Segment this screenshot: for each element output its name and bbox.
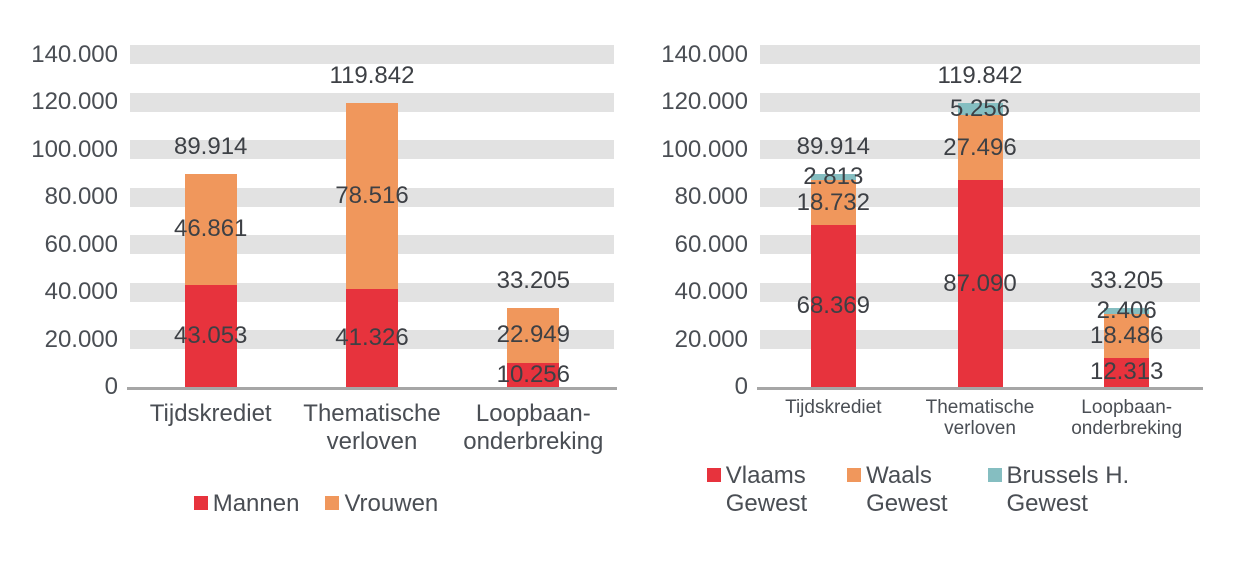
y-axis-tick-label: 140.000 (661, 40, 748, 68)
bar-segment-label: 41.326 (335, 324, 409, 351)
x-axis-category-label: Thematische verloven (303, 400, 441, 455)
brussels-h-gewest-legend-swatch (987, 468, 1002, 482)
bar-total-label: 89.914 (173, 132, 248, 160)
legend: Mannen Vrouwen (16, 490, 616, 518)
bar-segment-label: 68.369 (796, 291, 870, 319)
legend: Vlaams Gewest Waals Gewest Brussels H. Gew… (618, 462, 1218, 518)
bar-segment (957, 115, 1003, 181)
bar-segment (184, 284, 237, 387)
mannen-legend-swatch (193, 496, 208, 510)
y-axis-tick-label: 60.000 (674, 230, 748, 258)
bar-segment (810, 173, 856, 181)
bar-segment-label: 22.949 (496, 321, 570, 349)
y-axis-tick-label: 80.000 (44, 183, 118, 211)
bar-segment (810, 224, 856, 387)
y-axis-tick-label: 140.000 (31, 40, 118, 68)
gridline-band (760, 92, 1200, 112)
bar-segment-label: 12.313 (1089, 358, 1164, 386)
y-axis-tick-label: 120.000 (31, 88, 118, 116)
x-axis-category-label: Tijdskrediet (149, 400, 272, 427)
y-axis-tick-label: 0 (104, 373, 118, 400)
bar-segment-label: 18.732 (796, 188, 870, 216)
bar-total-label: 119.842 (937, 61, 1023, 89)
bar-segment (1104, 308, 1150, 314)
bar-segment (957, 180, 1003, 387)
legend-label: Vlaams Gewest (725, 462, 808, 517)
legend-item: Mannen (193, 490, 300, 518)
gridline-band (130, 45, 614, 65)
x-axis-category-label: Loopbaan- onderbreking (1071, 397, 1183, 439)
y-axis-tick-label: 100.000 (661, 135, 748, 163)
bar-segment (1104, 357, 1150, 387)
y-axis-tick-label: 60.000 (44, 230, 118, 258)
bar-total-label: 119.842 (329, 61, 415, 89)
y-axis-tick-label: 20.000 (674, 325, 748, 353)
bar-total-label: 33.205 (1089, 267, 1164, 295)
bar-segment (507, 308, 560, 363)
x-axis-category-label: Tijdskrediet (785, 397, 882, 418)
legend-label: Mannen (212, 490, 300, 517)
bar-total-label: 89.914 (796, 132, 870, 160)
bar-total-label: 33.205 (496, 267, 570, 295)
bar-segment (957, 102, 1003, 116)
bar-segment-label: 5.256 (949, 94, 1011, 122)
bar-segment (1104, 313, 1150, 358)
gridline-band (130, 92, 614, 112)
y-axis-tick-label: 120.000 (661, 88, 748, 116)
bar-segment (184, 173, 237, 285)
legend-item: Vlaams Gewest (706, 462, 808, 518)
x-axis-category-label: Thematische verloven (925, 397, 1035, 439)
bar-segment-label: 87.090 (943, 269, 1017, 297)
bar-segment-label: 18.486 (1089, 321, 1164, 349)
x-axis-category-label: Loopbaan- onderbreking (463, 400, 604, 455)
legend-label: Brussels H. Gewest (1006, 462, 1130, 517)
x-axis-line (757, 387, 1203, 390)
bar-segment (810, 180, 856, 225)
bar-segment-label: 2.406 (1096, 297, 1157, 325)
vlaams-gewest-legend-swatch (706, 468, 721, 482)
legend-item: Waals Gewest (847, 462, 948, 518)
legend-item: Brussels H. Gewest (987, 462, 1130, 518)
x-axis-line (127, 387, 617, 390)
bar-segment-label: 78.516 (335, 181, 409, 209)
bar-segment-label: 46.861 (173, 215, 248, 243)
y-axis-tick-label: 80.000 (674, 183, 748, 211)
bar-segment-label: 43.053 (173, 321, 248, 349)
bar-segment (507, 362, 560, 387)
bar-segment-label: 10.256 (496, 360, 570, 388)
vrouwen-legend-swatch (325, 496, 340, 510)
legend-label: Waals Gewest (866, 462, 948, 517)
y-axis-tick-label: 40.000 (674, 278, 748, 306)
bar-segment (346, 289, 398, 387)
y-axis-tick-label: 20.000 (44, 325, 118, 353)
bar-segment-label: 2.813 (803, 163, 864, 190)
legend-item: Vrouwen (325, 490, 438, 518)
waals-gewest-legend-swatch (847, 468, 862, 482)
gridline-band (760, 45, 1200, 65)
bar-segment-label: 27.496 (943, 133, 1017, 161)
y-axis-tick-label: 0 (734, 373, 748, 400)
legend-label: Vrouwen (344, 490, 439, 517)
y-axis-tick-label: 100.000 (31, 135, 118, 163)
y-axis-tick-label: 40.000 (44, 278, 118, 306)
bar-segment (346, 102, 398, 289)
